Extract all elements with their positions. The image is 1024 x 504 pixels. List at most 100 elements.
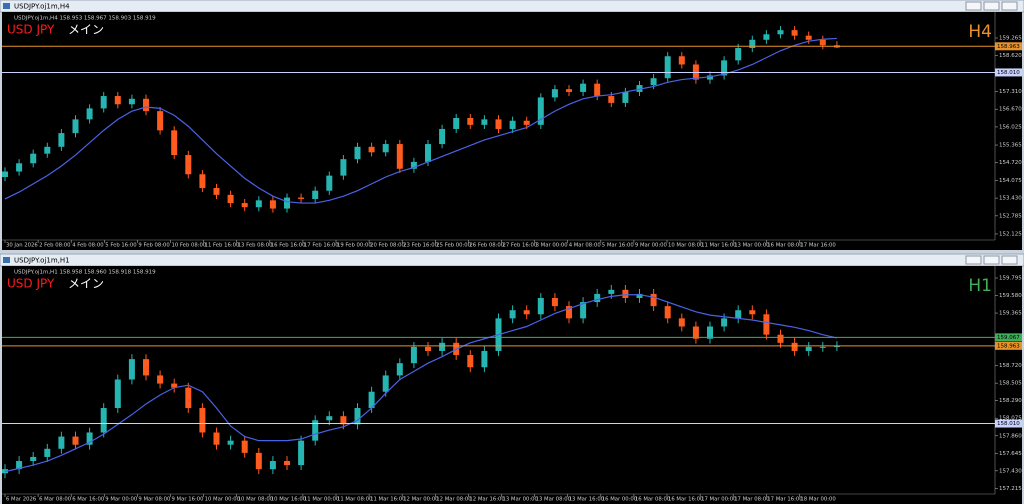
- mode-label: メイン: [68, 277, 104, 291]
- moving-average: [4, 294, 838, 473]
- y-tick-label: 153.430: [999, 196, 1022, 202]
- x-tick-label: 5 Feb 16:00: [105, 243, 137, 249]
- x-tick-label: 4 Feb 08:00: [72, 243, 104, 249]
- candle-body: [128, 359, 135, 380]
- price-level-label: 158.963: [997, 343, 1020, 349]
- candle-body: [580, 302, 587, 319]
- candle-body: [396, 144, 403, 169]
- candle-body: [213, 432, 220, 445]
- candle-body: [72, 436, 79, 445]
- x-tick-label: 13 Mar 16:00: [569, 497, 605, 503]
- x-tick-label: 10 Mar 08:00: [668, 243, 704, 249]
- y-tick-label: 158.620: [999, 53, 1022, 59]
- x-tick-label: 9 Feb 08:00: [138, 243, 170, 249]
- y-tick-label: 158.720: [999, 363, 1022, 369]
- candle-body: [819, 346, 826, 348]
- candle-body: [227, 194, 234, 204]
- candle-body: [241, 440, 248, 453]
- x-tick-label: 12 Mar 16:00: [469, 497, 505, 503]
- y-tick-label: 156.670: [999, 107, 1022, 113]
- candle-body: [551, 297, 558, 307]
- price-level-tag: [995, 419, 1022, 428]
- candle-body: [721, 318, 728, 327]
- candle-body: [157, 375, 164, 384]
- y-tick-label: 157.215: [999, 486, 1022, 492]
- x-tick-label: 13 Feb 08:00: [238, 243, 273, 249]
- candle-body: [439, 128, 446, 145]
- candle-body: [537, 297, 544, 315]
- y-tick-label: 154.720: [999, 160, 1022, 166]
- price-level-label: 158.963: [997, 44, 1020, 50]
- candle-body: [284, 461, 290, 466]
- candle-body: [763, 314, 770, 335]
- x-tick-label: 11 Feb 16:00: [205, 243, 240, 249]
- candle-body: [608, 289, 615, 294]
- candle-body: [622, 91, 629, 103]
- candle-body: [354, 146, 361, 160]
- candle-body: [467, 117, 474, 125]
- candle-body: [453, 117, 460, 129]
- mode-label: メイン: [68, 23, 104, 37]
- candle-body: [749, 310, 756, 315]
- candle-body: [396, 363, 403, 376]
- candle-body: [44, 448, 51, 457]
- x-tick-label: 23 Feb 16:00: [403, 243, 438, 249]
- x-tick-label: 17 Feb 16:00: [304, 243, 339, 249]
- y-tick-label: 159.580: [999, 293, 1022, 299]
- candle-body: [185, 155, 192, 175]
- candle-body: [312, 190, 319, 199]
- candle-body: [100, 408, 107, 433]
- candle-body: [791, 30, 798, 36]
- window-button[interactable]: [1001, 1, 1018, 11]
- candle-body: [382, 144, 389, 153]
- candle-body: [735, 48, 742, 61]
- timeframe-label: H4: [968, 22, 992, 42]
- x-tick-label: 9 Mar 00:00: [105, 497, 138, 503]
- candle-body: [157, 111, 164, 131]
- symbol-label: USD JPY: [7, 277, 55, 291]
- candle-body: [16, 163, 23, 172]
- x-tick-label: 6 Mar 16:00: [72, 497, 105, 503]
- window-button[interactable]: [965, 1, 982, 11]
- x-tick-label: 11 Mar 08:00: [337, 497, 373, 503]
- candle-body: [326, 175, 333, 191]
- y-tick-label: 157.645: [999, 451, 1022, 457]
- x-tick-label: 27 Feb 16:00: [503, 243, 538, 249]
- x-tick-label: 10 Feb 08:00: [172, 243, 207, 249]
- window-title: USDJPY.oj1m,H1: [14, 257, 70, 265]
- x-tick-label: 17 Mar 08:00: [734, 497, 770, 503]
- price-level-label: 158.010: [997, 70, 1020, 76]
- candle-body: [410, 161, 417, 169]
- y-tick-label: 157.310: [999, 89, 1022, 95]
- x-tick-label: 11 Mar 00:00: [304, 497, 340, 503]
- y-tick-label: 152.125: [999, 231, 1022, 237]
- x-tick-label: 4 Mar 08:00: [569, 243, 602, 249]
- candle-body: [735, 310, 742, 319]
- x-tick-label: 18 Mar 00:00: [800, 497, 836, 503]
- candle-body: [650, 78, 657, 86]
- candle-body: [777, 334, 784, 343]
- candle-body: [777, 30, 784, 35]
- chart-header: USDJPY.oj1m,H4 158.953 158.967 158.903 1…: [14, 16, 156, 22]
- price-level-tag: [995, 68, 1022, 77]
- window-button[interactable]: [983, 255, 1000, 265]
- x-tick-label: 9 Mar 00:00: [635, 243, 668, 249]
- candle-body: [819, 39, 826, 46]
- candle-body: [100, 96, 107, 109]
- y-tick-label: 157.430: [999, 468, 1022, 474]
- candle-body: [425, 346, 431, 351]
- x-tick-label: 16 Mar 00:00: [602, 497, 638, 503]
- x-tick-label: 10 Mar 16:00: [271, 497, 307, 503]
- y-tick-label: 159.365: [999, 311, 1022, 317]
- window-button[interactable]: [965, 255, 982, 265]
- x-tick-label: 12 Mar 00:00: [403, 497, 439, 503]
- price-level-tag: [995, 42, 1022, 51]
- y-tick-label: 158.075: [999, 416, 1022, 422]
- candle-body: [30, 456, 37, 462]
- window-button[interactable]: [983, 1, 1000, 11]
- window-button[interactable]: [1001, 255, 1018, 265]
- candle-body: [749, 39, 756, 49]
- candle-body: [580, 83, 587, 92]
- candle-body: [171, 130, 178, 156]
